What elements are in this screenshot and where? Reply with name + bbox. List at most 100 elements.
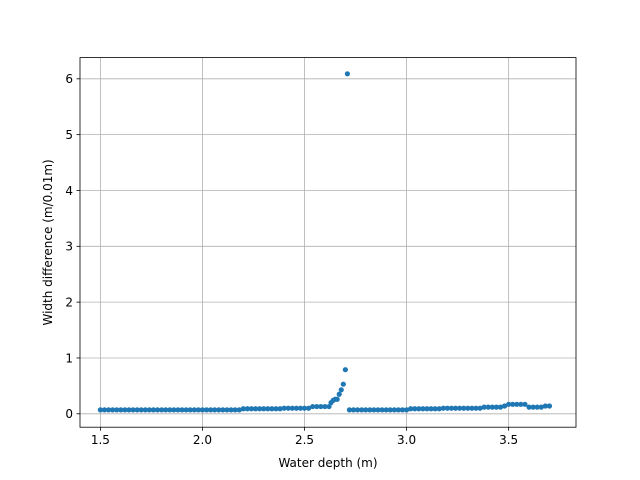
- data-point: [477, 405, 483, 411]
- data-point: [338, 387, 344, 393]
- data-point: [452, 405, 459, 411]
- grid: [80, 57, 576, 428]
- data-point: [126, 407, 132, 413]
- data-point: [110, 407, 116, 413]
- data-point: [248, 406, 255, 412]
- data-point: [485, 404, 491, 410]
- data-point: [424, 406, 430, 412]
- data-point: [269, 406, 275, 412]
- y-axis-label: Width difference (m/0.01m): [41, 159, 55, 325]
- data-point: [489, 404, 495, 410]
- data-point: [395, 407, 402, 413]
- data-point: [220, 407, 226, 413]
- data-point: [363, 407, 369, 413]
- data-point: [240, 406, 246, 412]
- data-point: [224, 407, 230, 413]
- data-point: [171, 407, 177, 413]
- data-point: [344, 71, 350, 77]
- data-point: [493, 404, 499, 410]
- x-tick-label: 2.0: [193, 433, 212, 447]
- data-point: [146, 407, 152, 413]
- plot-frame: [79, 57, 577, 428]
- data-point: [501, 403, 508, 409]
- data-point: [534, 404, 540, 410]
- data-point: [526, 404, 532, 410]
- data-point: [461, 405, 467, 411]
- data-point: [367, 407, 373, 413]
- data-point: [179, 407, 185, 413]
- data-point: [510, 401, 516, 407]
- x-tick-label: 3.0: [397, 433, 416, 447]
- data-point: [359, 407, 365, 413]
- data-point: [342, 367, 348, 373]
- data-point: [297, 405, 304, 411]
- data-point: [289, 405, 295, 411]
- data-point: [522, 401, 528, 407]
- data-point: [130, 407, 136, 413]
- data-point: [428, 406, 434, 412]
- data-point: [448, 405, 455, 411]
- data-point: [334, 396, 340, 402]
- data-point: [122, 407, 128, 413]
- data-point: [530, 404, 536, 410]
- data-point: [105, 407, 112, 413]
- data-point: [383, 407, 389, 413]
- data-point: [412, 406, 418, 412]
- data-point: [101, 407, 108, 413]
- data-point: [97, 407, 104, 413]
- data-point: [244, 406, 250, 412]
- data-point: [354, 407, 361, 413]
- data-point: [203, 407, 210, 413]
- data-point: [375, 407, 381, 413]
- data-point: [420, 406, 426, 412]
- data-point: [187, 407, 193, 413]
- data-point: [301, 405, 308, 411]
- data-point: [318, 403, 324, 410]
- data-point: [281, 405, 287, 411]
- data-point: [277, 406, 283, 412]
- y-axis-ticks: 0 1 2 3 4 5 6: [65, 72, 80, 421]
- x-axis-label: Water depth (m): [278, 456, 377, 470]
- data-point: [408, 406, 414, 412]
- data-point: [350, 407, 357, 413]
- data-point: [432, 406, 438, 412]
- x-tick-label: 3.5: [499, 433, 518, 447]
- data-point: [138, 407, 144, 413]
- data-point: [371, 407, 377, 413]
- data-points: [97, 71, 553, 413]
- data-point: [134, 407, 140, 413]
- data-point: [257, 406, 263, 412]
- y-tick-label: 5: [65, 128, 73, 142]
- data-point: [175, 407, 181, 413]
- data-point: [163, 407, 169, 413]
- data-point: [252, 406, 259, 412]
- data-point: [314, 403, 320, 410]
- data-point: [346, 407, 353, 413]
- data-point: [195, 407, 201, 413]
- data-point: [322, 403, 328, 410]
- data-point: [228, 407, 234, 413]
- data-point: [538, 404, 544, 410]
- data-point: [387, 407, 393, 413]
- data-point: [212, 407, 218, 413]
- data-point: [306, 405, 312, 411]
- data-point: [436, 406, 442, 412]
- data-point: [265, 406, 271, 412]
- data-point: [216, 407, 222, 413]
- data-point: [444, 405, 451, 411]
- data-point: [473, 405, 479, 411]
- data-point: [469, 405, 475, 411]
- data-point: [497, 404, 504, 410]
- data-point: [154, 407, 161, 413]
- y-tick-label: 4: [65, 184, 73, 198]
- data-point: [514, 401, 520, 407]
- data-point: [191, 407, 197, 413]
- y-tick-label: 6: [65, 72, 73, 86]
- data-point: [326, 403, 332, 410]
- data-point: [399, 407, 406, 413]
- data-point: [440, 405, 446, 411]
- data-point: [118, 407, 124, 413]
- data-point: [465, 405, 471, 411]
- y-tick-label: 1: [65, 351, 73, 365]
